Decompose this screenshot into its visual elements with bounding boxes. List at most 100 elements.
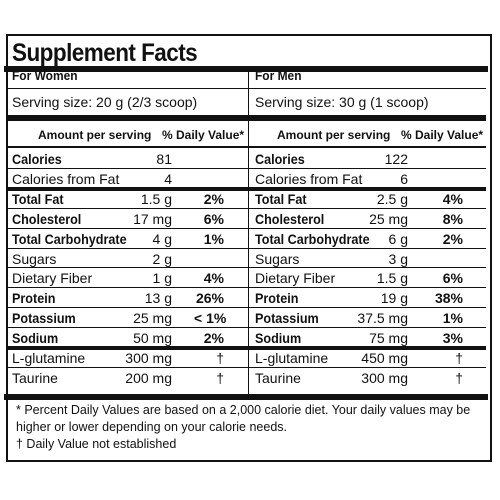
nutrient-row: Taurine 200 mg † xyxy=(12,368,248,388)
nutrient-row: Taurine 300 mg † xyxy=(255,368,491,388)
nutrient-name: Sodium xyxy=(255,330,302,347)
nutrient-daily-value: 1% xyxy=(203,230,224,247)
nutrient-name: Potassium xyxy=(255,310,319,327)
nutrient-daily-value: 2% xyxy=(203,190,224,207)
nutrient-row: Total Fat 1.5 g 2% xyxy=(12,189,248,209)
nutrient-daily-value: 26% xyxy=(195,290,224,307)
nutrient-row: Total Carbohydrate 4 g 1% xyxy=(12,229,248,249)
nutrient-row: Dietary Fiber 1.5 g 6% xyxy=(255,268,491,288)
footnotes: * Percent Daily Values are based on a 2,… xyxy=(16,402,486,453)
row-rule xyxy=(249,287,486,289)
nutrient-row: Protein 19 g 38% xyxy=(255,288,491,308)
nutrient-row: Potassium 25 mg < 1% xyxy=(12,308,248,328)
nutrient-row: Calories from Fat 4 xyxy=(12,169,248,189)
nutrient-daily-value: † xyxy=(455,369,463,386)
nutrient-daily-value: 3% xyxy=(442,330,463,347)
row-rule xyxy=(8,287,248,289)
nutrient-row: Sugars 3 g xyxy=(255,249,491,269)
nutrient-name: Sugars xyxy=(12,250,57,267)
row-rule xyxy=(8,247,248,249)
nutrient-name: Calories xyxy=(12,151,62,167)
daily-value-label: % Daily Value* xyxy=(162,128,245,142)
footer-divider xyxy=(4,394,488,400)
nutrient-amount: 75 mg xyxy=(369,330,408,347)
nutrient-daily-value: † xyxy=(216,369,224,386)
nutrient-name: L-glutamine xyxy=(255,350,329,366)
amount-per-serving-label: Amount per serving xyxy=(38,128,152,142)
label-title: Supplement Facts xyxy=(12,39,198,67)
row-rule xyxy=(249,186,486,191)
nutrient-amount: 3 g xyxy=(388,250,408,267)
row-rule xyxy=(249,346,486,350)
serving-size: Serving size: 20 g (2/3 scoop) xyxy=(12,94,198,110)
nutrient-amount: 6 g xyxy=(388,230,408,247)
nutrient-name: Dietary Fiber xyxy=(12,270,93,287)
nutrient-amount: 6 xyxy=(400,170,408,187)
row-rule xyxy=(249,267,486,269)
serving-size: Serving size: 30 g (1 scoop) xyxy=(255,94,429,110)
row-rule xyxy=(249,327,486,329)
nutrient-name: Sugars xyxy=(255,250,300,267)
nutrient-name: Total Fat xyxy=(255,190,307,207)
nutrient-name: Calories xyxy=(255,151,305,167)
nutrient-name: Protein xyxy=(255,290,299,307)
nutrient-amount: 25 mg xyxy=(133,310,172,327)
serving-rule xyxy=(249,115,486,121)
nutrient-amount: 1.5 g xyxy=(376,270,408,287)
nutrient-row: Calories 81 xyxy=(12,149,248,169)
nutrient-amount: 1.5 g xyxy=(140,190,172,207)
row-rule xyxy=(8,346,248,350)
nutrient-row: Sugars 2 g xyxy=(12,249,248,269)
nutrient-amount: 2 g xyxy=(152,250,172,267)
footnote-not-established: † Daily Value not established xyxy=(16,437,177,451)
row-rule xyxy=(249,247,486,249)
nutrient-name: Total Carbohydrate xyxy=(255,230,370,247)
column-header: For Men xyxy=(255,68,302,83)
nutrient-name: Taurine xyxy=(255,369,301,386)
nutrient-row: Protein 13 g 26% xyxy=(12,288,248,308)
column-header: For Women xyxy=(12,68,78,83)
nutrient-row: L-glutamine 450 mg † xyxy=(255,348,491,368)
nutrient-row: L-glutamine 300 mg † xyxy=(12,348,248,368)
nutrient-amount: 19 g xyxy=(380,290,408,307)
nutrient-row: Cholesterol 25 mg 8% xyxy=(255,209,491,229)
nutrient-amount: 81 xyxy=(156,151,172,167)
nutrient-daily-value: 4% xyxy=(442,190,463,207)
row-rule xyxy=(249,366,486,368)
nutrient-amount: 2.5 g xyxy=(376,190,408,207)
nutrient-amount: 4 xyxy=(164,170,172,187)
nutrient-daily-value: 2% xyxy=(203,330,224,347)
row-rule xyxy=(8,366,248,368)
nutrient-daily-value: 38% xyxy=(434,290,463,307)
row-rule xyxy=(249,307,486,309)
nutrient-name: L-glutamine xyxy=(12,350,86,366)
nutrient-amount: 25 mg xyxy=(369,210,408,227)
nutrient-row: Cholesterol 17 mg 6% xyxy=(12,209,248,229)
nutrient-amount: 450 mg xyxy=(361,350,408,366)
row-rule xyxy=(249,207,486,209)
row-rule xyxy=(8,207,248,209)
nutrient-row: Total Fat 2.5 g 4% xyxy=(255,189,491,209)
nutrient-name: Calories from Fat xyxy=(12,170,120,187)
daily-value-label: % Daily Value* xyxy=(401,128,484,142)
nutrient-name: Taurine xyxy=(12,369,58,386)
amount-per-serving-label: Amount per serving xyxy=(277,128,391,142)
row-rule xyxy=(249,227,486,229)
serving-rule xyxy=(8,115,248,121)
column-divider xyxy=(248,68,249,394)
row-rule xyxy=(8,267,248,269)
nutrient-name: Sodium xyxy=(12,330,59,347)
row-rule xyxy=(249,167,486,169)
nutrient-row: Potassium 37.5 mg 1% xyxy=(255,308,491,328)
amount-rule xyxy=(249,146,486,148)
nutrient-daily-value: 1% xyxy=(442,310,463,327)
nutrient-amount: 50 mg xyxy=(133,330,172,347)
nutrient-daily-value: 4% xyxy=(203,270,224,287)
nutrient-row: Calories from Fat 6 xyxy=(255,169,491,189)
nutrient-row: Calories 122 xyxy=(255,149,491,169)
nutrient-name: Cholesterol xyxy=(255,210,325,227)
nutrient-amount: 13 g xyxy=(144,290,172,307)
nutrient-daily-value: 2% xyxy=(442,230,463,247)
nutrient-amount: 300 mg xyxy=(125,350,172,366)
row-rule xyxy=(8,186,248,191)
